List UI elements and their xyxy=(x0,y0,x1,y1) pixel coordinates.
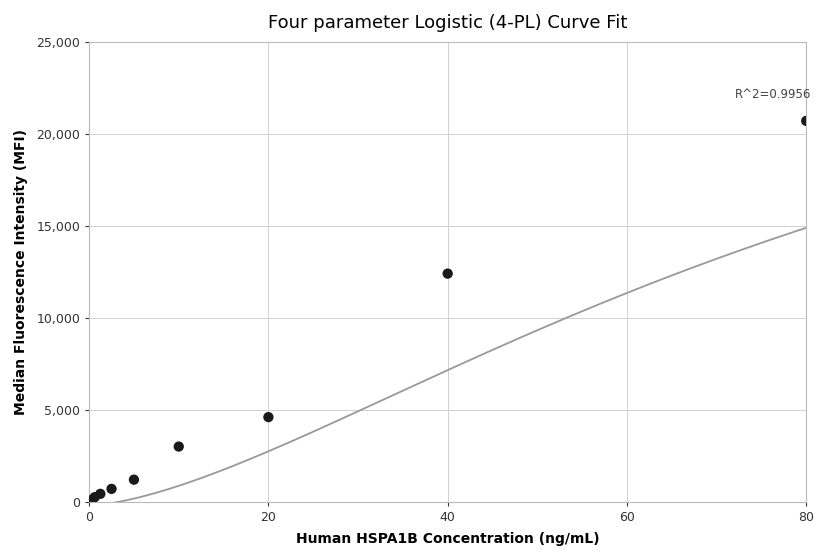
X-axis label: Human HSPA1B Concentration (ng/mL): Human HSPA1B Concentration (ng/mL) xyxy=(296,532,600,546)
Point xyxy=(85,496,98,505)
Point xyxy=(127,475,141,484)
Point xyxy=(172,442,186,451)
Point xyxy=(94,489,107,498)
Point xyxy=(105,484,118,493)
Point xyxy=(88,493,102,502)
Text: R^2=0.9956: R^2=0.9956 xyxy=(735,88,811,101)
Title: Four parameter Logistic (4-PL) Curve Fit: Four parameter Logistic (4-PL) Curve Fit xyxy=(268,14,627,32)
Point xyxy=(800,116,813,125)
Y-axis label: Median Fluorescence Intensity (MFI): Median Fluorescence Intensity (MFI) xyxy=(14,129,28,415)
Point xyxy=(441,269,454,278)
Point xyxy=(262,413,275,422)
